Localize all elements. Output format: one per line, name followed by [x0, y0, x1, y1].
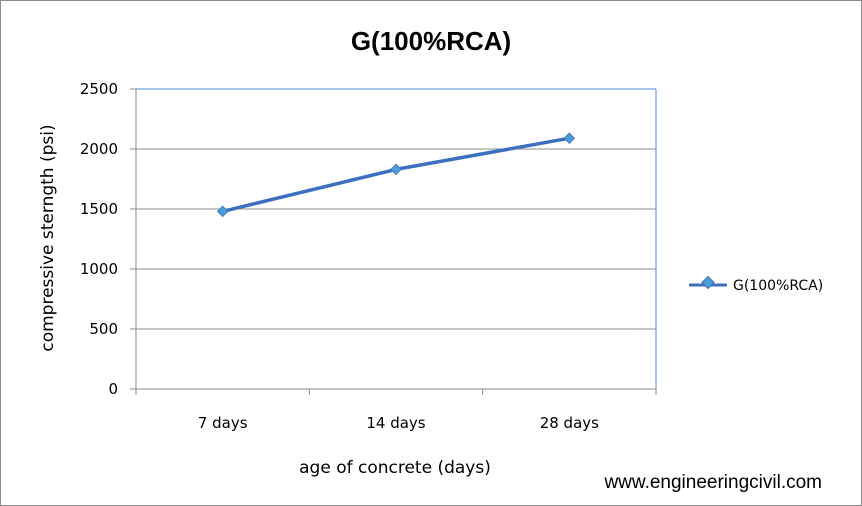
legend: G(100%RCA): [689, 275, 823, 294]
y-tick-label-5: 2500: [80, 80, 118, 98]
x-tick-label-1: 14 days: [366, 414, 425, 432]
plot-area: 0 500 1000 1500 2000 2500 7 days 14 days 28 days: [80, 80, 657, 432]
x-axis-label: age of concrete (days): [299, 458, 491, 478]
y-tick-label-3: 1500: [80, 200, 118, 218]
y-tick-label-4: 2000: [80, 140, 118, 158]
legend-marker: [701, 275, 715, 290]
data-point-0: [216, 205, 229, 218]
data-point-1: [390, 163, 402, 176]
legend-label: G(100%RCA): [733, 278, 823, 294]
y-axis-label: compressive sterngth (psi): [38, 124, 58, 351]
data-point-2: [563, 132, 576, 144]
y-tick-label-2: 1000: [80, 260, 118, 278]
y-tick-label-0: 0: [108, 380, 118, 398]
x-tick-label-0: 7 days: [198, 414, 248, 432]
x-tick-label-2: 28 days: [540, 414, 599, 432]
y-tick-label-1: 500: [89, 320, 118, 338]
watermark: www.engineeringcivil.com: [603, 472, 822, 493]
chart-title: G(100%RCA): [351, 26, 511, 56]
